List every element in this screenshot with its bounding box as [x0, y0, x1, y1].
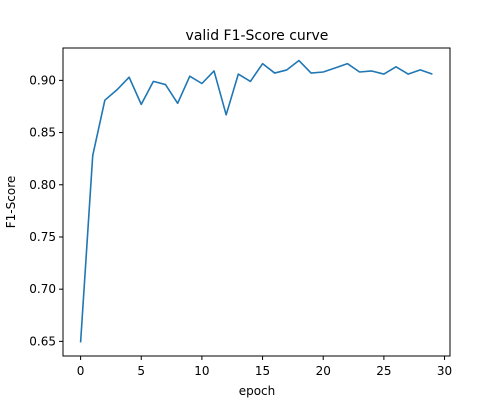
chart-title: valid F1-Score curve	[186, 28, 329, 44]
x-tick-label: 25	[376, 364, 391, 378]
x-tick-label: 5	[137, 364, 145, 378]
y-tick-label: 0.80	[29, 178, 56, 192]
y-tick-label: 0.70	[29, 282, 56, 296]
x-axis-title: epoch	[239, 384, 276, 398]
x-tick-label: 15	[255, 364, 270, 378]
y-tick-label: 0.90	[29, 73, 56, 87]
y-tick-label: 0.75	[29, 230, 56, 244]
x-tick-label: 30	[437, 364, 452, 378]
plot-frame	[62, 47, 451, 357]
f1-score-line	[79, 59, 433, 343]
x-tick-label: 20	[316, 364, 331, 378]
x-tick-label: 10	[194, 364, 209, 378]
y-tick-label: 0.65	[29, 334, 56, 348]
plot-area: 0 5 10 15 20 25 30 0.65 0.70 0.75 0.80 0.85 0.90	[29, 59, 452, 378]
x-tick-label: 0	[77, 364, 85, 378]
y-tick-label: 0.85	[29, 126, 56, 140]
y-axis-title: F1-Score	[4, 176, 18, 228]
